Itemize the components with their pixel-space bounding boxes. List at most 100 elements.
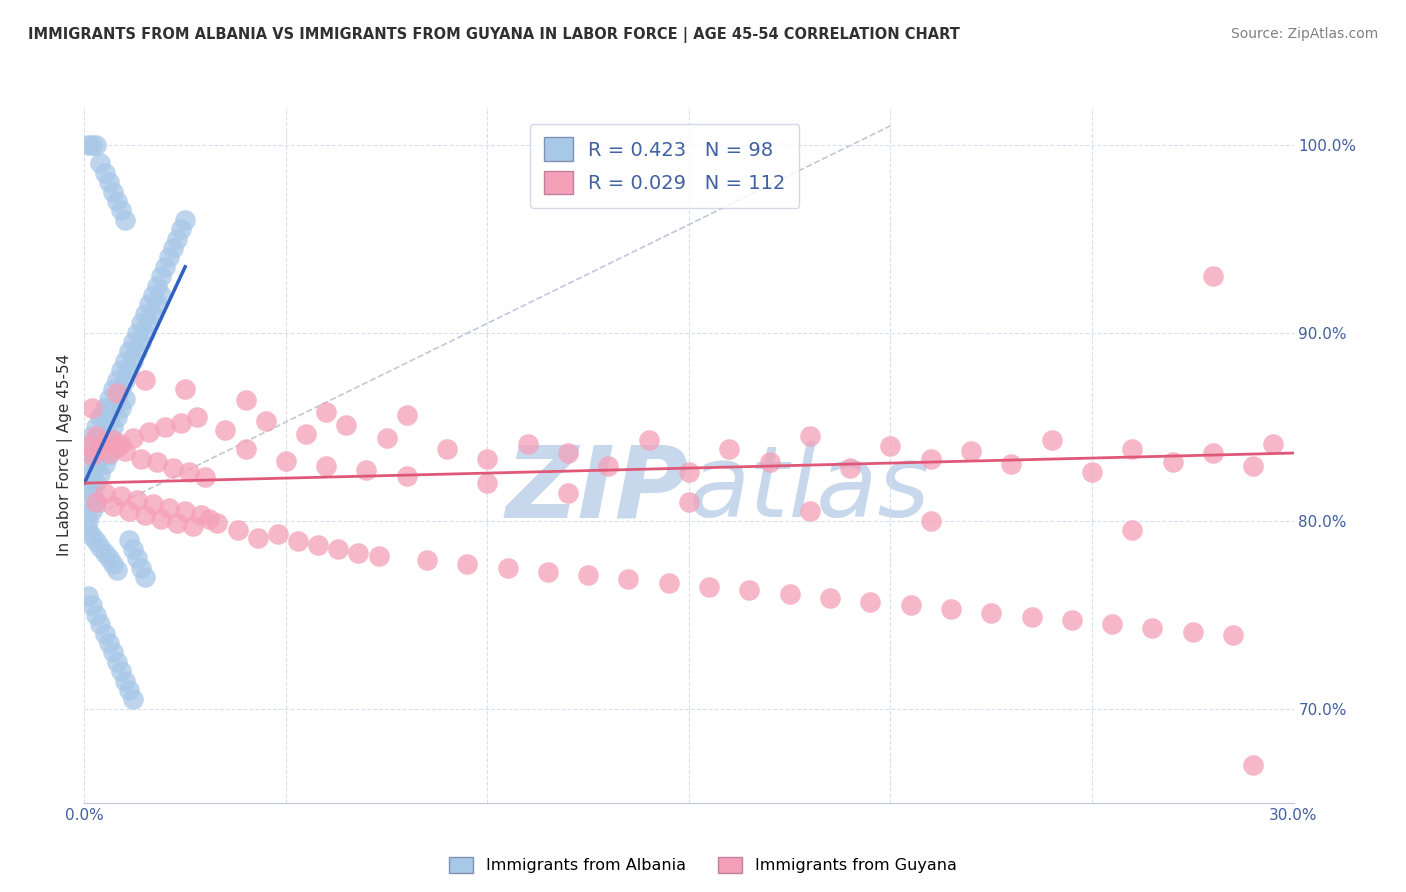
Point <box>93 438 115 452</box>
Point <box>274 453 297 467</box>
Point <box>93 485 115 500</box>
Point <box>1081 465 1104 479</box>
Point <box>86 458 108 472</box>
Text: IMMIGRANTS FROM ALBANIA VS IMMIGRANTS FROM GUYANA IN LABOR FORCE | AGE 45-54 COR: IMMIGRANTS FROM ALBANIA VS IMMIGRANTS FR… <box>28 27 960 43</box>
Point <box>174 382 197 396</box>
Point <box>226 523 249 537</box>
Point <box>678 465 700 479</box>
Point <box>110 664 132 678</box>
Point <box>142 497 165 511</box>
Point <box>134 570 156 584</box>
Point <box>347 546 370 560</box>
Point <box>477 451 499 466</box>
Point <box>97 392 120 406</box>
Point <box>557 446 579 460</box>
Point <box>939 602 962 616</box>
Point <box>315 405 337 419</box>
Point <box>496 560 519 574</box>
Point <box>375 431 398 445</box>
Point <box>157 251 180 265</box>
Point <box>82 467 104 481</box>
Point <box>181 519 204 533</box>
Point <box>105 392 128 406</box>
Point <box>134 307 156 321</box>
Point <box>859 594 882 608</box>
Point <box>920 451 942 466</box>
Point <box>105 655 128 669</box>
Point <box>134 373 156 387</box>
Point <box>77 523 100 537</box>
Point <box>1000 458 1022 472</box>
Point <box>89 467 111 481</box>
Point <box>157 500 180 515</box>
Point <box>1142 621 1164 635</box>
Point <box>110 382 132 396</box>
Point <box>97 636 120 650</box>
Point <box>1161 455 1184 469</box>
Point <box>118 683 141 698</box>
Point <box>82 401 104 415</box>
Point <box>1241 758 1264 772</box>
Point <box>1060 614 1083 628</box>
Point <box>367 549 389 564</box>
Point <box>235 442 257 457</box>
Point <box>839 461 862 475</box>
Point <box>356 463 378 477</box>
Point <box>598 459 620 474</box>
Point <box>617 572 640 586</box>
Point <box>557 485 579 500</box>
Point <box>125 326 148 340</box>
Point <box>697 580 720 594</box>
Point <box>77 458 100 472</box>
Point <box>121 335 143 350</box>
Point <box>738 583 761 598</box>
Point <box>799 429 821 443</box>
Point <box>818 591 841 605</box>
Point <box>114 392 136 406</box>
Point <box>89 442 111 457</box>
Point <box>146 278 169 293</box>
Point <box>82 448 104 462</box>
Point <box>267 527 290 541</box>
Point <box>1021 609 1043 624</box>
Point <box>207 516 229 530</box>
Point <box>246 531 269 545</box>
Point <box>129 560 152 574</box>
Point <box>97 446 120 460</box>
Point <box>980 606 1002 620</box>
Point <box>879 438 901 452</box>
Point <box>121 354 143 368</box>
Point <box>77 438 100 452</box>
Point <box>82 137 104 152</box>
Point <box>101 499 124 513</box>
Point <box>138 425 160 440</box>
Point <box>395 468 418 483</box>
Point <box>82 448 104 462</box>
Point <box>1241 459 1264 474</box>
Point <box>101 401 124 415</box>
Point <box>77 438 100 452</box>
Point <box>97 175 120 189</box>
Legend: R = 0.423   N = 98, R = 0.029   N = 112: R = 0.423 N = 98, R = 0.029 N = 112 <box>530 124 800 208</box>
Point <box>86 419 108 434</box>
Point <box>149 512 172 526</box>
Text: atlas: atlas <box>689 442 931 538</box>
Point <box>436 442 458 457</box>
Point <box>82 429 104 443</box>
Point <box>93 434 115 449</box>
Point <box>101 382 124 396</box>
Point <box>198 512 221 526</box>
Point <box>129 316 152 330</box>
Point <box>86 607 108 622</box>
Point <box>1121 523 1143 537</box>
Point <box>138 297 160 311</box>
Point <box>1263 436 1285 450</box>
Point <box>86 438 108 452</box>
Point <box>97 551 120 566</box>
Point <box>416 553 439 567</box>
Point <box>149 288 172 302</box>
Point <box>166 516 188 530</box>
Point <box>93 401 115 415</box>
Point <box>129 451 152 466</box>
Point <box>758 455 780 469</box>
